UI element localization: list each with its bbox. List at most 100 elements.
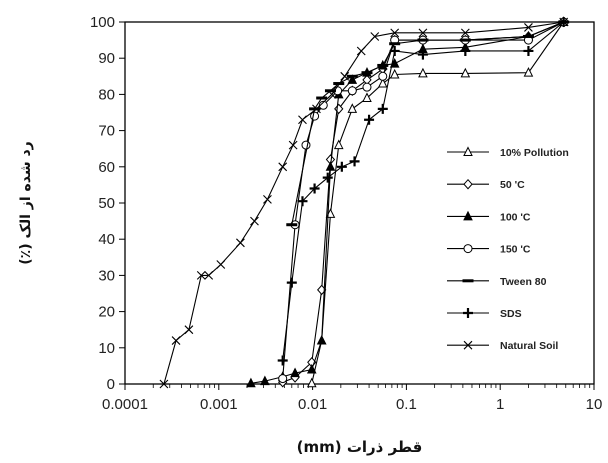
data-point (216, 260, 226, 269)
y-tick-label: 60 (98, 159, 115, 176)
legend-item: Tween 80 (447, 276, 547, 288)
y-axis-label: رد شده از الک (٪) (18, 141, 34, 264)
data-point (377, 103, 388, 114)
legend-label: Tween 80 (500, 276, 547, 288)
data-point (250, 216, 259, 226)
series-line (250, 21, 564, 384)
data-point (340, 71, 350, 81)
legend-item: 10% Pollution (447, 146, 569, 159)
data-point (301, 140, 311, 150)
data-point (347, 103, 358, 113)
data-point (288, 140, 298, 150)
data-point (356, 46, 366, 56)
data-point (318, 100, 328, 110)
y-tick-label: 40 (98, 231, 115, 248)
x-tick-label: 0.01 (298, 396, 327, 413)
data-point (362, 92, 372, 103)
data-point (196, 271, 206, 280)
data-point (523, 67, 534, 77)
legend-item: 100 'C (447, 210, 531, 223)
legend: 10% Pollution 50 'C 100 'C 150 'C Tween 80 SD… (447, 146, 569, 352)
legend-item: 150 'C (447, 244, 531, 256)
data-point (309, 183, 320, 194)
data-point (347, 74, 358, 84)
y-tick-label: 90 (98, 50, 115, 67)
y-tick-label: 0 (107, 376, 115, 393)
legend-label: 50 'C (500, 179, 525, 191)
data-point (418, 28, 428, 38)
y-tick-label: 100 (90, 14, 115, 31)
legend-item: 50 'C (447, 178, 525, 191)
data-point (559, 17, 569, 27)
data-point (306, 377, 317, 388)
y-tick-label: 30 (98, 267, 115, 284)
data-point (362, 82, 372, 92)
x-axis-label: قطر ذرات (mm) (297, 438, 423, 456)
data-point (390, 28, 400, 38)
data-point (333, 139, 344, 150)
data-point (159, 379, 169, 389)
data-point (278, 162, 288, 172)
legend-label: Natural Soil (500, 340, 558, 352)
data-point (297, 196, 308, 207)
legend-marker (463, 244, 473, 254)
data-point (171, 336, 181, 345)
data-point (389, 68, 400, 79)
data-point (336, 161, 347, 172)
data-point (286, 277, 297, 288)
y-tick-label: 80 (98, 86, 115, 103)
data-point (349, 156, 360, 167)
legend-label: 150 'C (500, 244, 531, 256)
data-point (327, 90, 337, 99)
data-point (246, 377, 256, 388)
y-tick-label: 50 (98, 195, 115, 212)
data-point (263, 194, 272, 204)
series-line (282, 21, 565, 361)
x-tick-label: 0.0001 (102, 396, 148, 413)
data-point (377, 77, 388, 88)
legend-marker (463, 308, 473, 318)
series-4 (286, 20, 570, 227)
legend-label: 100 'C (500, 211, 531, 223)
data-point (322, 172, 333, 183)
series-6 (159, 17, 569, 389)
data-point (236, 238, 245, 248)
data-point (417, 49, 428, 60)
data-point (389, 45, 400, 56)
y-tick-label: 10 (98, 340, 115, 357)
series-line (311, 21, 565, 384)
data-point (204, 271, 214, 280)
data-point (316, 334, 327, 345)
legend-item: SDS (447, 308, 522, 320)
legend-marker (463, 340, 473, 350)
data-point (306, 363, 317, 374)
data-point (347, 86, 357, 96)
data-point (260, 375, 270, 386)
legend-marker (463, 146, 473, 156)
series-5 (277, 17, 569, 366)
data-point (460, 67, 471, 78)
data-point (290, 367, 300, 378)
series-layer (159, 16, 570, 389)
data-point (312, 104, 321, 114)
data-point (364, 114, 375, 125)
data-point (418, 67, 428, 78)
legend-label: SDS (500, 308, 522, 320)
data-point (310, 111, 320, 121)
data-point (378, 71, 388, 81)
x-tick-label: 10 (586, 396, 603, 413)
x-tick-label: 1 (496, 396, 504, 413)
x-tick-label: 0.001 (200, 396, 238, 413)
y-tick-label: 70 (98, 123, 115, 140)
data-point (460, 28, 470, 38)
data-point (523, 45, 534, 56)
series-line (163, 21, 564, 385)
data-point (325, 161, 336, 171)
legend-label: 10% Pollution (500, 147, 569, 159)
legend-marker (463, 210, 473, 221)
data-point (524, 23, 533, 32)
data-point (370, 32, 380, 41)
legend-item: Natural Soil (447, 340, 558, 352)
data-point (277, 355, 288, 366)
